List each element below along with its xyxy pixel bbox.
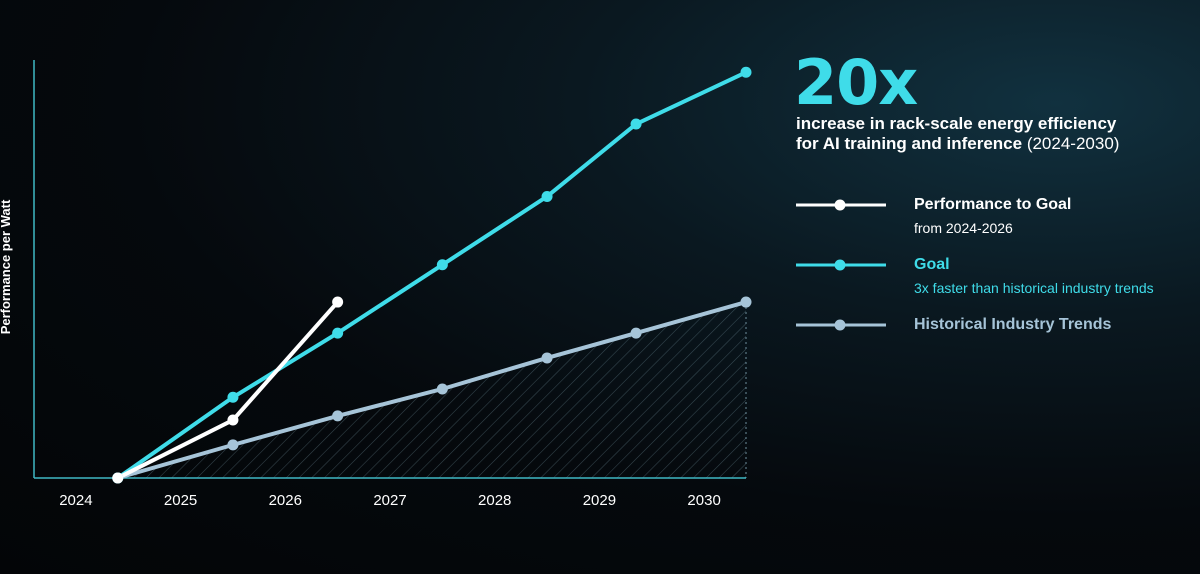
legend-note-performance-to-goal: from 2024-2026 [914,220,1013,236]
data-point-goal-6 [740,66,752,78]
legend-swatch-goal [796,259,886,271]
data-point-goal-2 [332,327,344,339]
data-point-actual-1 [227,414,239,426]
data-point-historical-2 [332,410,344,422]
data-point-goal-4 [541,190,553,202]
legend-swatch-performance-to-goal [796,199,886,211]
headline-description-text: increase in rack-scale energy efficiency… [796,114,1117,153]
legend-swatch-marker [834,319,846,331]
x-tick-label: 2028 [478,492,511,509]
legend-name-historical: Historical Industry Trends [914,316,1112,333]
headline-range: (2024-2030) [1026,134,1120,153]
data-point-actual-2 [332,296,344,308]
headline-description: increase in rack-scale energy efficiency… [796,114,1119,154]
performance-chart: Performance per Watt 2024 2025 2026 2027 202… [0,60,752,509]
data-point-actual-0 [112,472,124,484]
legend-name-goal: Goal [914,256,950,273]
legend-name-performance-to-goal: Performance to Goal [914,196,1072,213]
data-point-historical-1 [227,439,239,451]
legend-note-goal: 3x faster than historical industry trend… [914,280,1154,296]
x-tick-label: 2024 [59,492,92,509]
x-tick-label: 2027 [373,492,406,509]
x-tick-label: 2026 [269,492,302,509]
legend-swatch-marker [834,199,846,211]
data-point-historical-6 [740,296,752,308]
data-point-goal-5 [630,118,642,130]
data-point-goal-1 [227,391,239,403]
data-point-historical-3 [436,383,448,395]
legend-swatch-historical [796,319,886,331]
x-tick-label: 2025 [164,492,197,509]
x-tick-label: 2030 [687,492,720,509]
legend-swatch-marker [834,259,846,271]
y-axis-label: Performance per Watt [0,199,13,334]
data-point-goal-3 [436,259,448,271]
data-point-historical-4 [541,352,553,364]
data-point-historical-5 [630,327,642,339]
x-tick-label: 2029 [583,492,616,509]
headline-value: 20x [794,46,918,119]
